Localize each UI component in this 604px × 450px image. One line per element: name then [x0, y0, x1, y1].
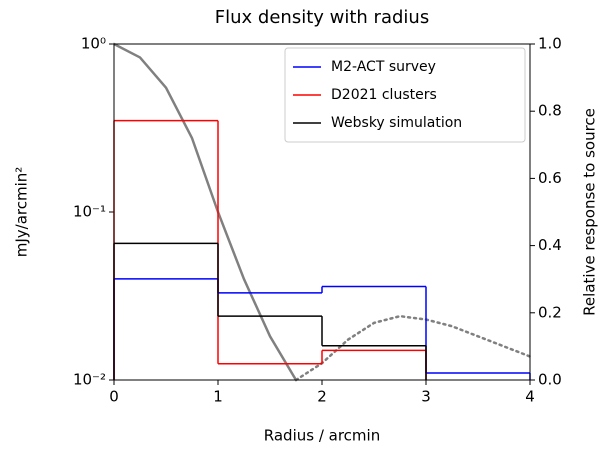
- y-tick-label: 10⁻¹: [73, 203, 106, 221]
- beam-curve: [294, 314, 532, 382]
- legend-box: [284, 47, 526, 143]
- x-tick-label: 3: [421, 388, 431, 406]
- x-tick-label: 2: [317, 388, 327, 406]
- beam-curve: [112, 42, 298, 382]
- x-tick-label: 4: [525, 388, 535, 406]
- y-tick-label: 10⁰: [81, 35, 106, 53]
- y2-tick-label: 0.6: [538, 169, 562, 187]
- x-tick-label: 1: [213, 388, 223, 406]
- y2-axis-label: Relative response to source: [581, 108, 599, 316]
- chart-title: Flux density with radius: [215, 7, 429, 28]
- x-tick-label: 0: [109, 388, 119, 406]
- y-tick-label: 10⁻²: [73, 371, 106, 389]
- y2-tick-label: 0.4: [538, 236, 562, 254]
- legend-label: M2-ACT survey: [331, 59, 436, 75]
- y-axis-label: mJy/arcmin²: [13, 167, 31, 258]
- x-axis-label: Radius / arcmin: [264, 427, 380, 445]
- legend-label: D2021 clusters: [331, 87, 437, 103]
- y2-tick-label: 0.2: [538, 303, 562, 321]
- plot-frame: [113, 43, 531, 381]
- legend-label: Websky simulation: [331, 115, 462, 131]
- y2-tick-label: 0.0: [538, 371, 562, 389]
- y2-tick-label: 1.0: [538, 35, 562, 53]
- y2-tick-label: 0.8: [538, 102, 562, 120]
